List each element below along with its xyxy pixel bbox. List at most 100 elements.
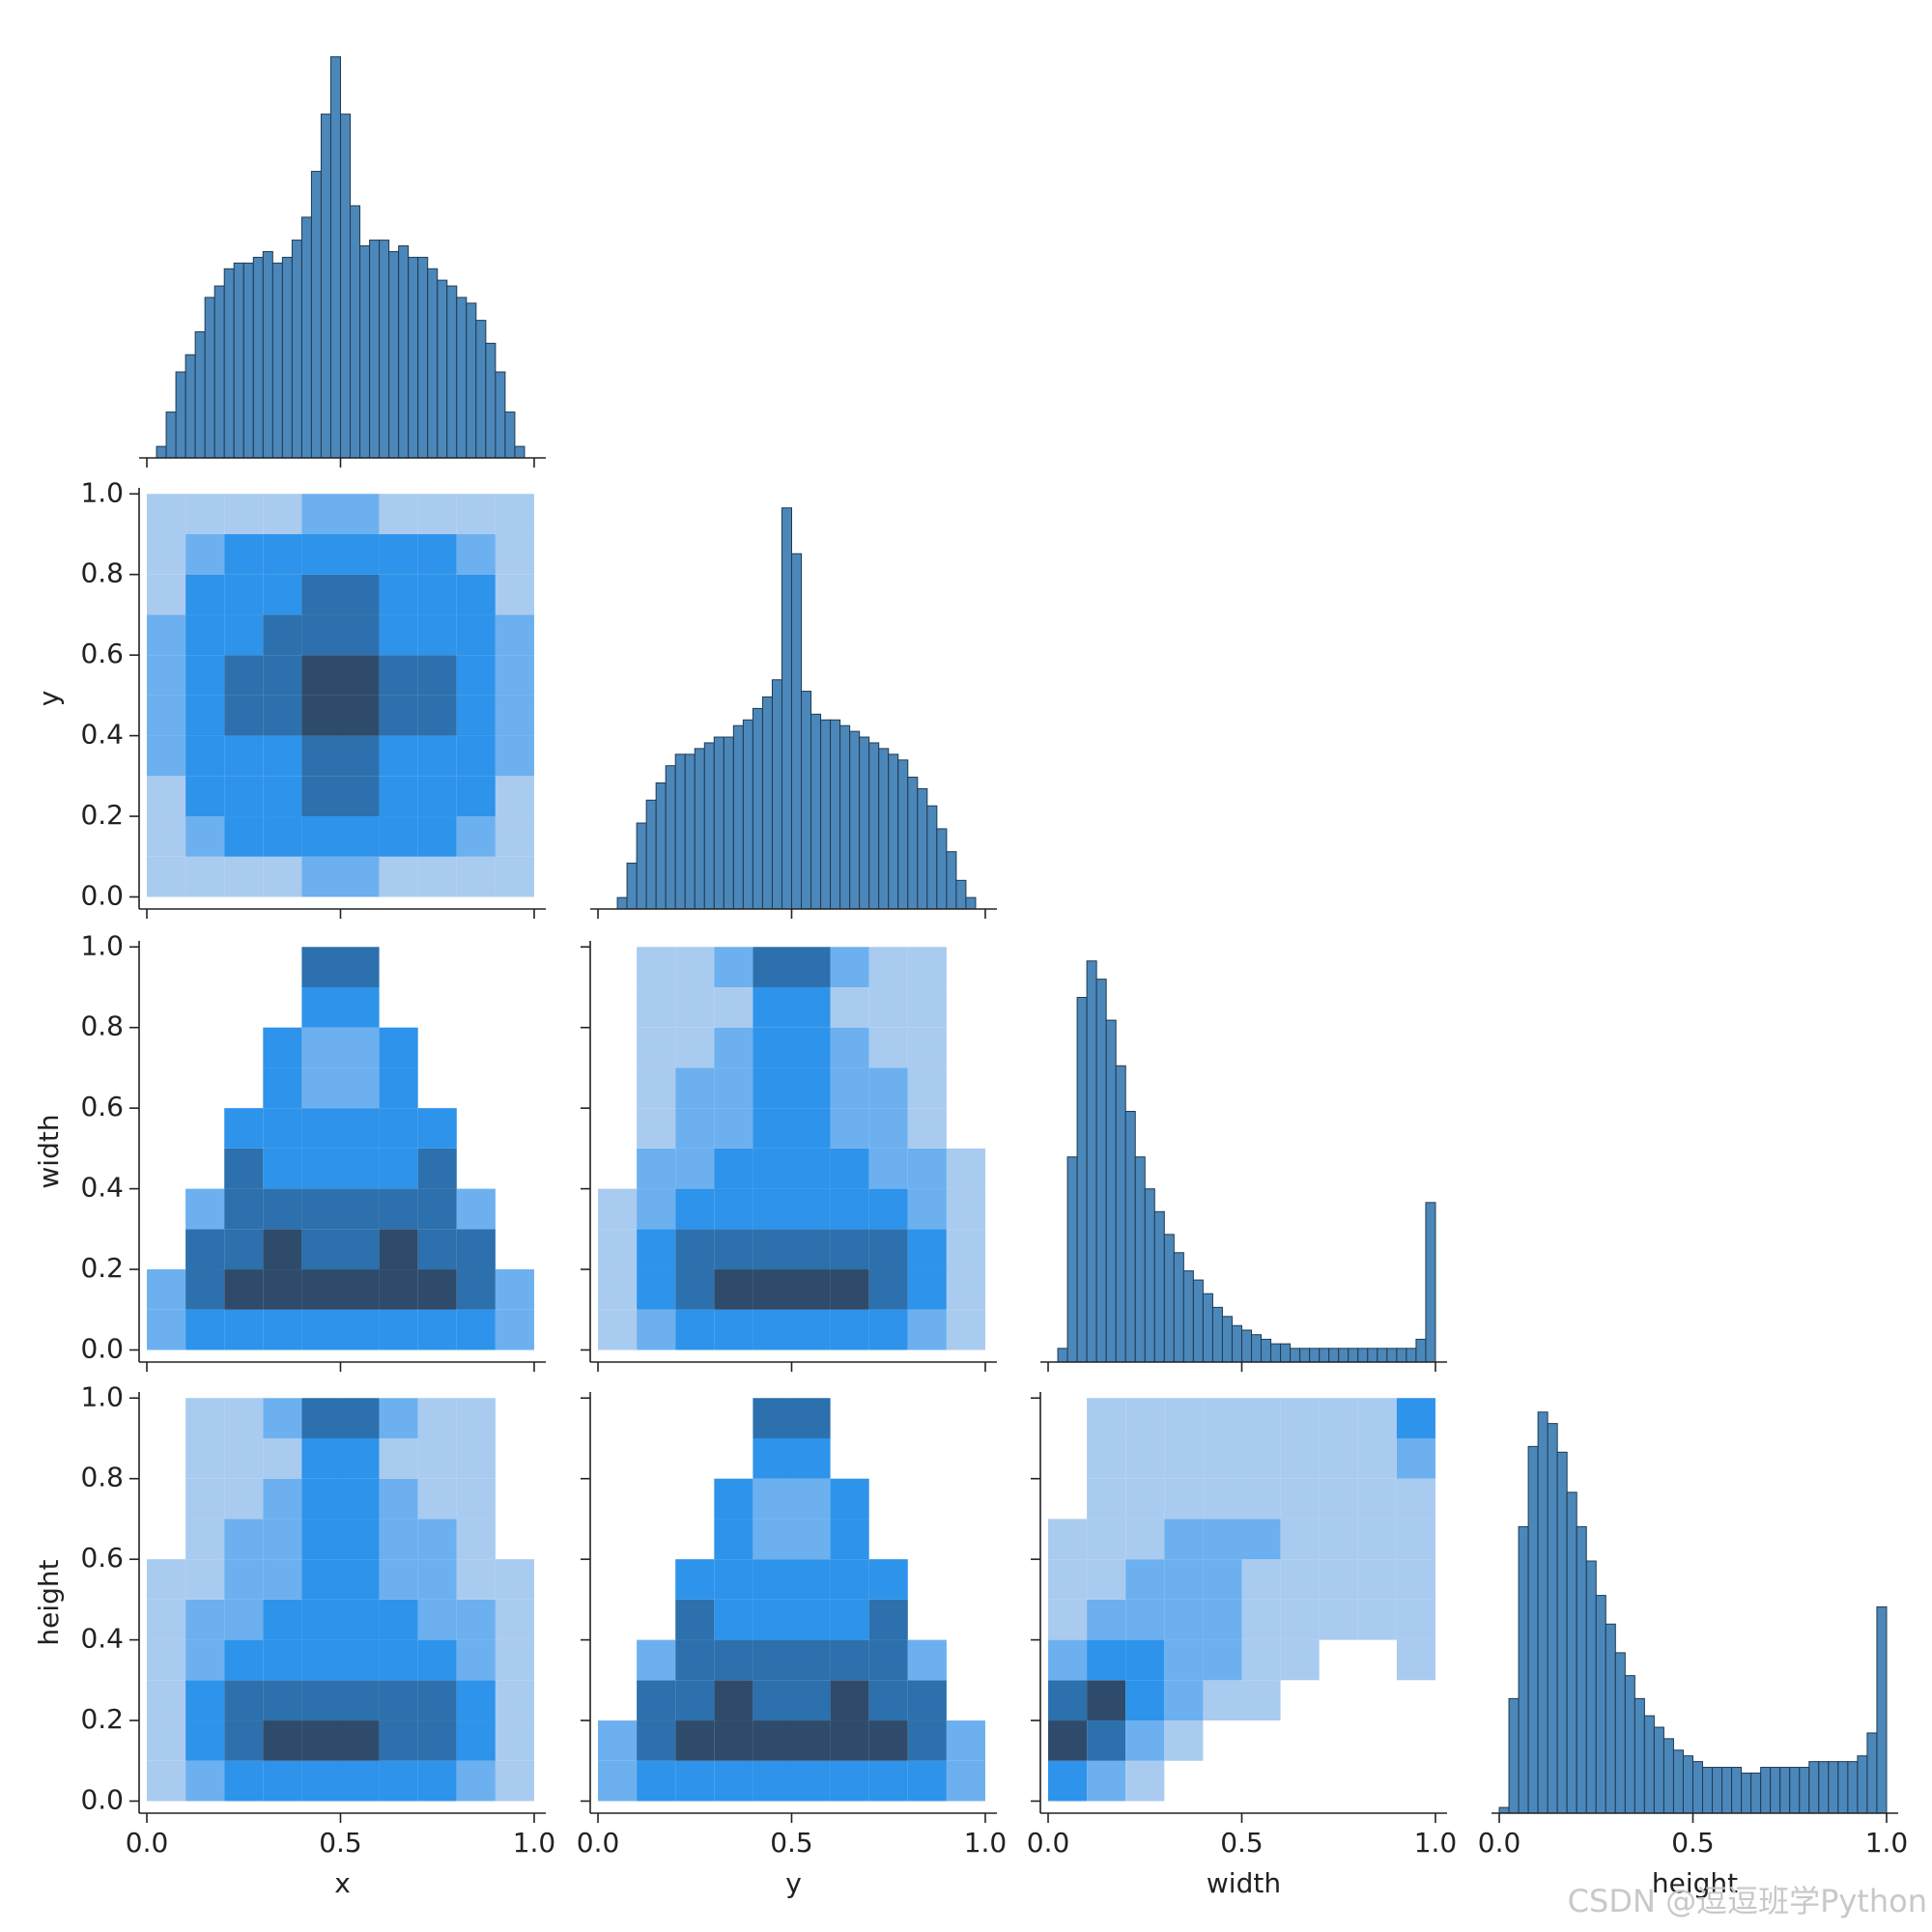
heat-cell [791,1599,831,1640]
heat-cell [714,1148,753,1189]
heat-cell [263,856,302,897]
heat-cell [753,1108,792,1149]
heat-cell [637,1309,676,1350]
heat-cell [598,1229,638,1270]
heat-cell [907,1760,947,1802]
bar [359,245,371,459]
bar [820,719,832,910]
bar [1634,1697,1645,1814]
heat-cell [224,1478,264,1520]
heat-cell [714,1309,753,1350]
heat-cell [830,1309,869,1350]
heat-cell [1164,1478,1204,1520]
heat-cell [456,1229,496,1270]
heat-cell [675,1760,715,1802]
heat-cell [340,655,380,696]
bar [1057,1348,1068,1363]
heat-cell [224,494,264,534]
heat-cell [495,1269,534,1310]
heat-cell [417,1559,457,1600]
heat-cell [301,947,341,987]
heat-cell [714,1269,753,1310]
bar [665,765,676,910]
heat-cell [791,1108,831,1149]
heat-cell [830,1760,869,1802]
bar [310,170,322,459]
heat-cell [1164,1720,1204,1761]
heat-cell [417,776,457,817]
heat-cell [908,1438,947,1479]
heat-cell [224,816,264,857]
heat-cell [263,1067,302,1109]
y-tick-label: 1.0 [80,1380,124,1412]
heat-cell [185,574,225,615]
heat-cell [147,1479,185,1520]
heat-cell [340,1309,380,1350]
heat-cell [598,1438,637,1479]
heat-cell [908,1398,947,1438]
heat-cell [456,776,496,817]
bar [1357,1348,1369,1363]
heat-cell [417,1188,457,1230]
bar [752,707,763,910]
heat-cell [340,1519,380,1560]
bar [1779,1767,1791,1814]
heat-cell [1241,1720,1280,1761]
heat-cell [263,947,301,987]
heat-cell [753,1639,792,1681]
heat-cell [1397,1761,1435,1802]
y-tick-label: 0.8 [80,1462,124,1493]
heat-cell [791,1188,831,1230]
heat-cell [907,1148,947,1189]
heat-cell [675,1027,715,1068]
bar [684,753,696,910]
heat-cell [185,1229,225,1270]
heat-cell [340,986,380,1028]
heat-cell [598,1108,637,1149]
heat-cell [1357,1559,1397,1600]
bar [446,285,458,459]
heat-cell [675,1438,714,1479]
bar [1425,1202,1436,1363]
x-tick-label: 1.0 [1414,1827,1458,1859]
heat-cell [1087,1519,1126,1560]
heat-cell [457,1149,496,1189]
heat-cell [417,856,457,897]
heat-cell [147,776,186,817]
heat-cell [340,856,380,897]
heat-cell [907,1309,947,1350]
heat-cell [380,987,418,1028]
y-tick-label: 0.8 [80,557,124,589]
bar [917,787,928,910]
heat-cell [495,695,534,736]
heat-cell [946,1188,985,1230]
heat-cell [1048,1599,1088,1640]
heat-cell [263,1519,302,1560]
heat-cell [417,1309,457,1350]
heat-cell [185,776,225,817]
heat-cell [224,1108,264,1149]
heat-cell [340,1639,380,1681]
heat-cell [340,816,380,857]
heat-cell [147,1108,185,1149]
heat-cell [598,1600,637,1640]
bar [926,805,938,910]
bar [252,256,264,459]
heat-cell [947,1479,985,1520]
heat-cell [456,816,496,857]
heat-cell [598,1188,638,1230]
heat-cell [1164,1639,1204,1681]
heat-cell [637,1720,676,1761]
heat-cell [340,1599,380,1640]
heat-cell [947,1108,985,1149]
bar [1396,1348,1407,1363]
x-tick-label: 1.0 [964,1827,1008,1859]
heat-cell [1357,1398,1397,1438]
bar [1270,1343,1282,1363]
heat-cell [868,1639,908,1681]
heat-cell [1164,1680,1204,1721]
heat-cell [224,987,263,1028]
heat-cell [598,1398,637,1438]
y-tick-label: 0.4 [80,1623,124,1655]
heat-cell [637,1438,675,1479]
